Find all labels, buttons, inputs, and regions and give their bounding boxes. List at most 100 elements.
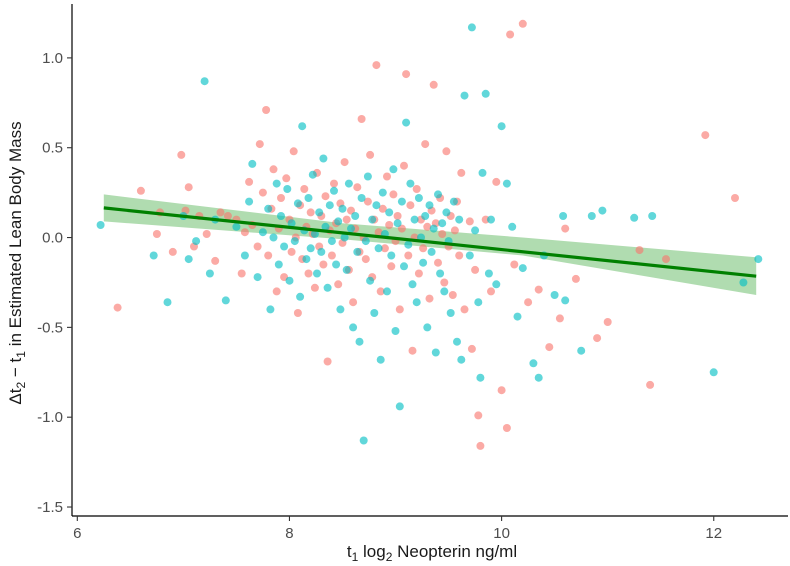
data-point <box>502 424 511 432</box>
data-point <box>630 213 639 222</box>
data-point <box>274 260 283 269</box>
data-point <box>506 30 515 39</box>
data-point <box>481 89 490 98</box>
data-point <box>438 219 447 228</box>
data-point <box>192 237 201 246</box>
data-point <box>336 305 345 314</box>
data-point <box>232 222 241 231</box>
data-point <box>561 296 570 305</box>
data-point <box>534 285 543 294</box>
data-point <box>308 170 317 179</box>
data-point <box>330 179 338 188</box>
data-point <box>221 296 230 305</box>
data-point <box>306 208 315 217</box>
data-point <box>245 177 254 186</box>
data-point <box>342 265 351 274</box>
data-point <box>425 201 434 210</box>
data-point <box>662 255 670 264</box>
data-point <box>332 260 341 269</box>
data-point <box>321 222 330 231</box>
data-point <box>385 208 394 217</box>
data-point <box>262 106 271 114</box>
data-point <box>450 226 459 235</box>
data-point <box>361 255 370 264</box>
data-point <box>277 212 285 220</box>
regression-line <box>103 206 757 278</box>
data-point <box>357 194 366 202</box>
data-point <box>355 337 364 346</box>
data-point <box>510 260 519 269</box>
y-axis-title: Δt2 − t1 in Estimated Lean Body Mass <box>6 121 28 404</box>
data-point <box>471 226 480 235</box>
data-point <box>353 183 362 192</box>
data-point <box>376 355 385 364</box>
data-point <box>421 212 430 220</box>
data-point <box>545 343 554 352</box>
data-point <box>476 373 485 382</box>
data-point <box>310 230 319 238</box>
data-point <box>385 221 394 229</box>
data-point <box>323 283 332 292</box>
x-tick-label: 12 <box>705 525 722 542</box>
data-point <box>513 312 522 321</box>
data-point <box>474 411 483 420</box>
data-point <box>334 280 343 289</box>
data-point <box>380 244 389 253</box>
data-point <box>492 177 501 186</box>
fit-line-layer <box>103 206 757 278</box>
data-point <box>478 168 487 177</box>
data-point <box>363 172 372 181</box>
y-tick-label: -0.5 <box>37 319 63 336</box>
data-point <box>285 276 294 285</box>
data-point <box>436 269 445 278</box>
data-point <box>372 201 381 210</box>
data-point <box>395 305 404 314</box>
data-point <box>253 273 262 282</box>
data-point <box>293 199 302 208</box>
data-point <box>457 168 466 177</box>
data-point <box>304 269 313 278</box>
data-point <box>408 346 417 355</box>
data-point <box>387 251 396 260</box>
data-point <box>471 265 480 274</box>
data-point <box>334 217 343 226</box>
data-point <box>577 346 586 355</box>
data-point <box>431 348 440 357</box>
data-point <box>338 204 347 213</box>
data-point <box>342 215 351 224</box>
data-point <box>429 80 438 89</box>
data-point <box>300 185 309 193</box>
data-point <box>96 221 105 229</box>
data-point <box>374 244 383 253</box>
data-point <box>216 208 225 217</box>
data-point <box>376 287 385 296</box>
data-point <box>561 224 570 233</box>
data-point <box>487 215 495 224</box>
data-point <box>287 247 296 256</box>
data-point <box>400 161 408 170</box>
confidence-band-layer <box>103 194 757 295</box>
data-point <box>587 212 596 220</box>
data-point <box>423 323 432 332</box>
data-point <box>474 298 483 307</box>
data-point <box>739 278 748 287</box>
data-point <box>412 298 421 307</box>
data-point <box>378 188 387 197</box>
data-point <box>646 380 655 389</box>
data-point <box>438 230 447 238</box>
data-point <box>321 192 330 201</box>
data-point <box>347 206 355 215</box>
data-point <box>113 303 122 312</box>
data-point <box>302 255 311 264</box>
data-point <box>266 305 275 314</box>
data-point <box>374 228 383 237</box>
data-point <box>497 386 506 395</box>
data-point <box>397 197 406 206</box>
data-point <box>237 269 246 278</box>
data-point <box>555 314 564 323</box>
data-point <box>393 219 402 228</box>
data-point <box>340 158 349 167</box>
data-point <box>205 269 214 278</box>
data-point <box>296 292 305 301</box>
data-point <box>427 247 436 256</box>
